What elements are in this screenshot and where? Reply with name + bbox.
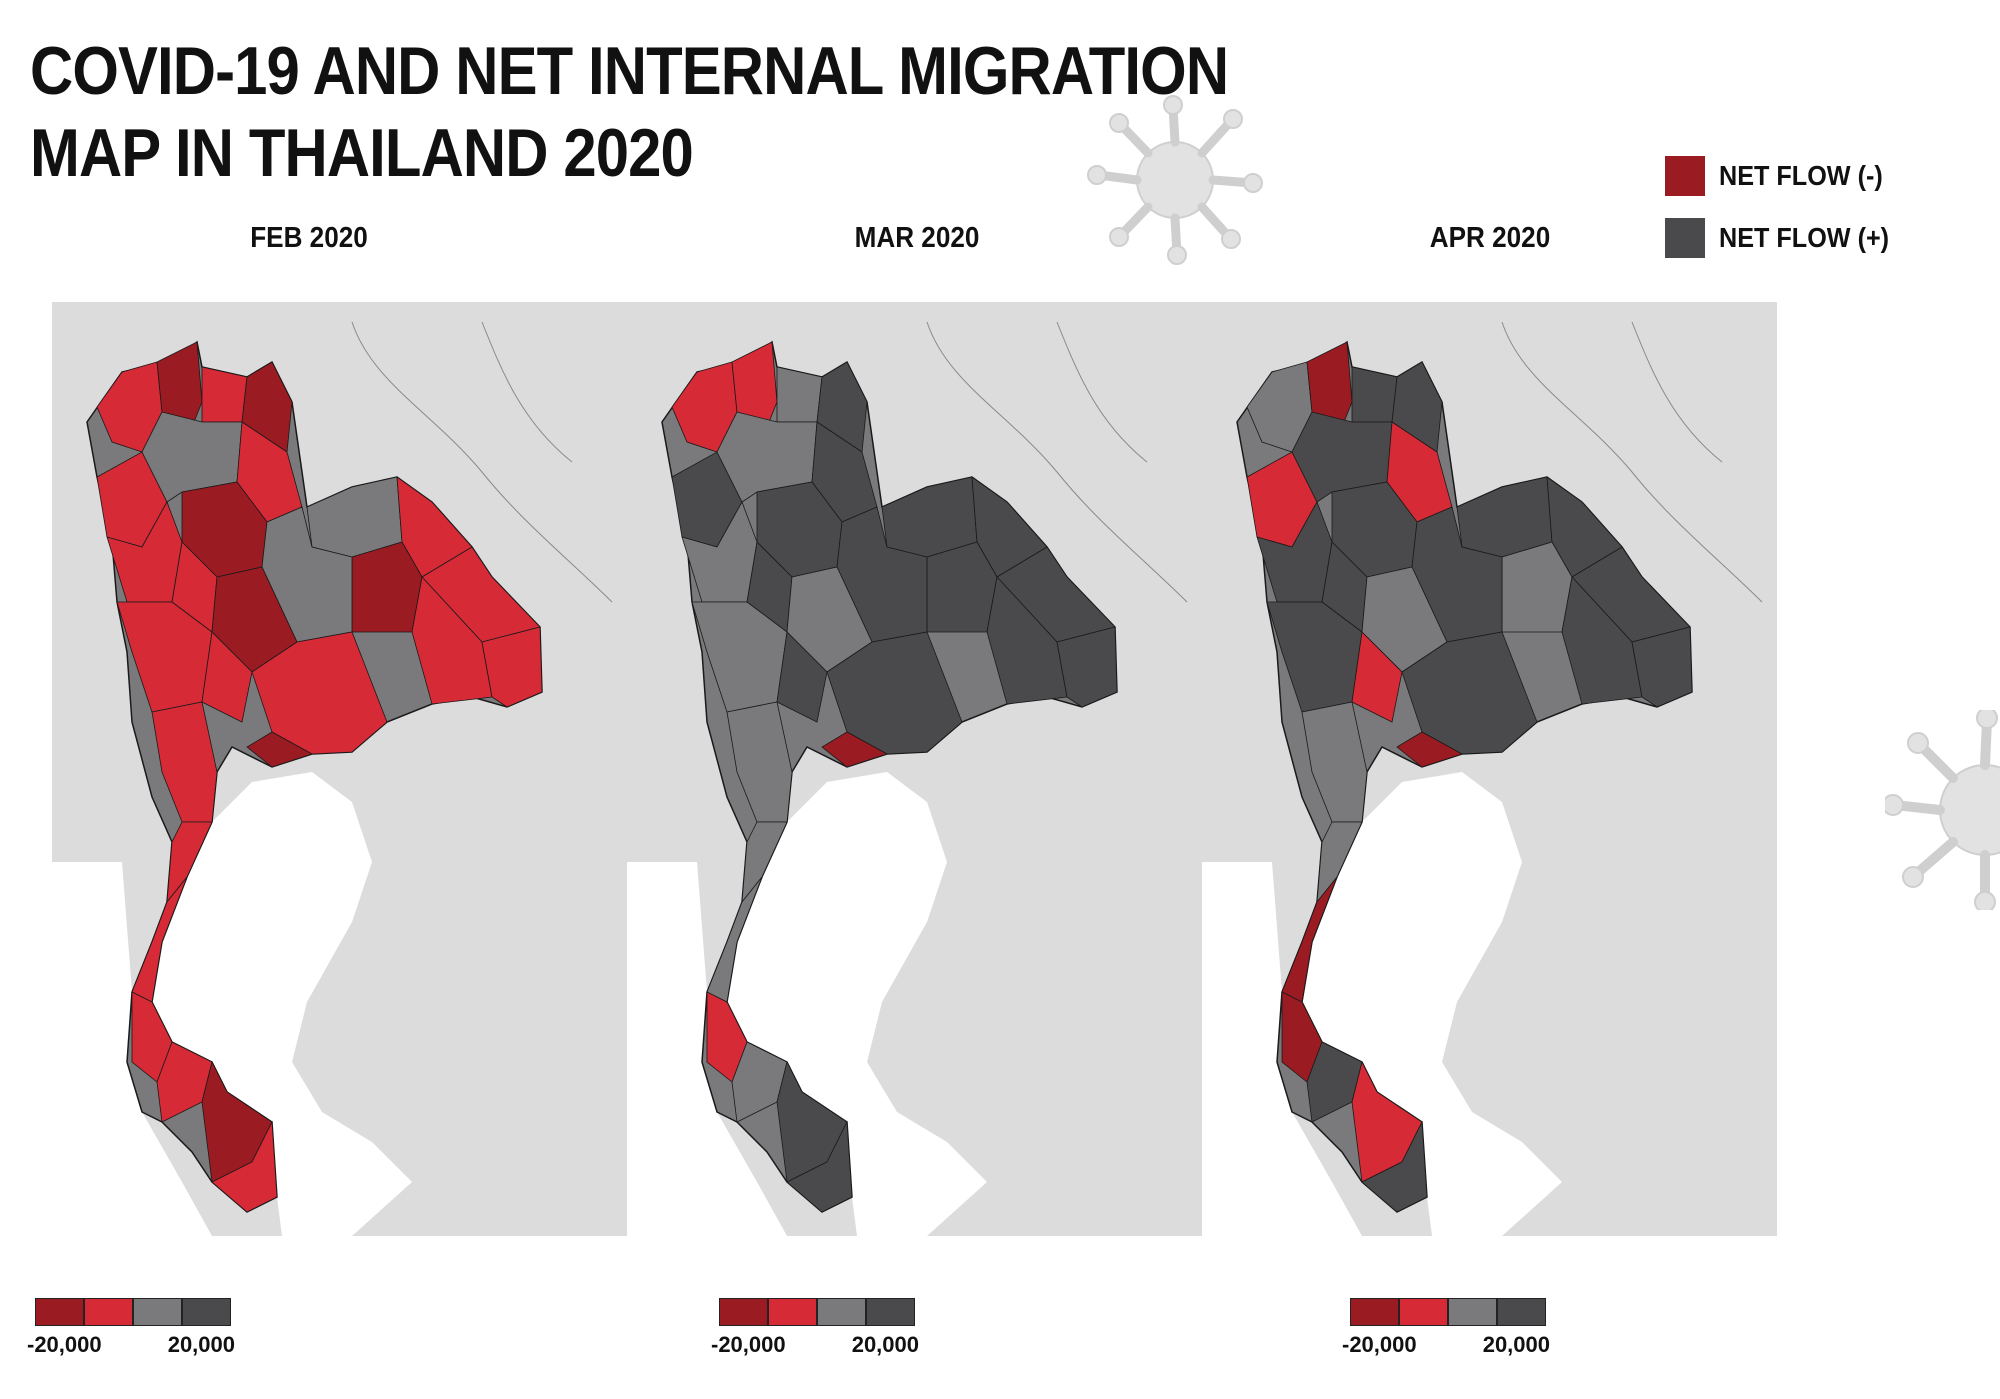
panel-label-mar: MAR 2020 bbox=[854, 222, 980, 254]
province-region bbox=[1456, 476, 1553, 558]
scale-bar bbox=[1350, 1298, 1550, 1326]
sea-area bbox=[1202, 772, 1562, 1236]
province-region bbox=[241, 361, 293, 453]
virus-icon bbox=[1885, 710, 2000, 910]
legend-item-negative: NET FLOW (-) bbox=[1665, 155, 1908, 197]
thailand-map bbox=[1202, 321, 1763, 1236]
province-region bbox=[156, 1041, 213, 1123]
scale-max-label: 20,000 bbox=[851, 1332, 919, 1357]
thailand-map bbox=[52, 321, 613, 1236]
province-region bbox=[1056, 626, 1118, 708]
province-region bbox=[816, 361, 868, 453]
province-region bbox=[731, 1041, 788, 1123]
province-region bbox=[411, 576, 493, 705]
legend: NET FLOW (-) NET FLOW (+) bbox=[1665, 155, 1908, 279]
scale-bar bbox=[719, 1298, 919, 1326]
province-region bbox=[821, 731, 889, 768]
province-region bbox=[211, 1120, 278, 1213]
map-panel-apr bbox=[1202, 302, 1777, 1236]
province-region bbox=[1306, 1041, 1363, 1123]
province-region bbox=[1391, 361, 1443, 453]
province-region bbox=[481, 626, 543, 708]
scale-max-label: 20,000 bbox=[167, 1332, 235, 1357]
country-border bbox=[926, 321, 1188, 603]
map-panel-feb bbox=[52, 302, 627, 1236]
panel-label-feb: FEB 2020 bbox=[250, 222, 368, 254]
province-region bbox=[201, 631, 253, 723]
province-region bbox=[706, 991, 748, 1083]
country-border bbox=[1501, 321, 1763, 603]
thailand-map bbox=[627, 321, 1188, 1236]
province-region bbox=[306, 476, 403, 558]
province-region bbox=[1281, 991, 1323, 1083]
province-region bbox=[776, 631, 828, 723]
legend-item-positive: NET FLOW (+) bbox=[1665, 217, 1908, 259]
province-region bbox=[1361, 1120, 1428, 1213]
legend-label: NET FLOW (+) bbox=[1719, 222, 1890, 253]
sea-area bbox=[52, 772, 412, 1236]
legend-label: NET FLOW (-) bbox=[1719, 160, 1883, 191]
province-region bbox=[1631, 626, 1693, 708]
virus-icon bbox=[1087, 95, 1263, 265]
province-region bbox=[1561, 576, 1643, 705]
province-region bbox=[1351, 631, 1403, 723]
scale-bar bbox=[35, 1298, 235, 1326]
color-scale: -20,000 20,000 bbox=[1342, 1298, 1550, 1362]
province-region bbox=[786, 1120, 853, 1213]
province-region bbox=[1351, 366, 1398, 423]
country-border bbox=[351, 321, 613, 603]
legend-swatch bbox=[1665, 156, 1705, 196]
color-scale: -20,000 20,000 bbox=[711, 1298, 919, 1362]
scale-min-label: -20,000 bbox=[1342, 1332, 1417, 1357]
color-scale: -20,000 20,000 bbox=[27, 1298, 235, 1362]
province-region bbox=[986, 576, 1068, 705]
province-region bbox=[1396, 731, 1464, 768]
sea-area bbox=[627, 772, 987, 1236]
scale-max-label: 20,000 bbox=[1482, 1332, 1550, 1357]
scale-min-label: -20,000 bbox=[27, 1332, 102, 1357]
legend-swatch bbox=[1665, 218, 1705, 258]
map-panel-mar bbox=[627, 302, 1202, 1236]
panel-label-apr: APR 2020 bbox=[1429, 222, 1551, 254]
scale-min-label: -20,000 bbox=[711, 1332, 786, 1357]
province-region bbox=[776, 366, 823, 423]
province-region bbox=[881, 476, 978, 558]
page-title: COVID-19 AND NET INTERNAL MIGRATION MAP … bbox=[30, 33, 1229, 191]
province-region bbox=[201, 366, 248, 423]
province-region bbox=[246, 731, 314, 768]
province-region bbox=[131, 991, 173, 1083]
